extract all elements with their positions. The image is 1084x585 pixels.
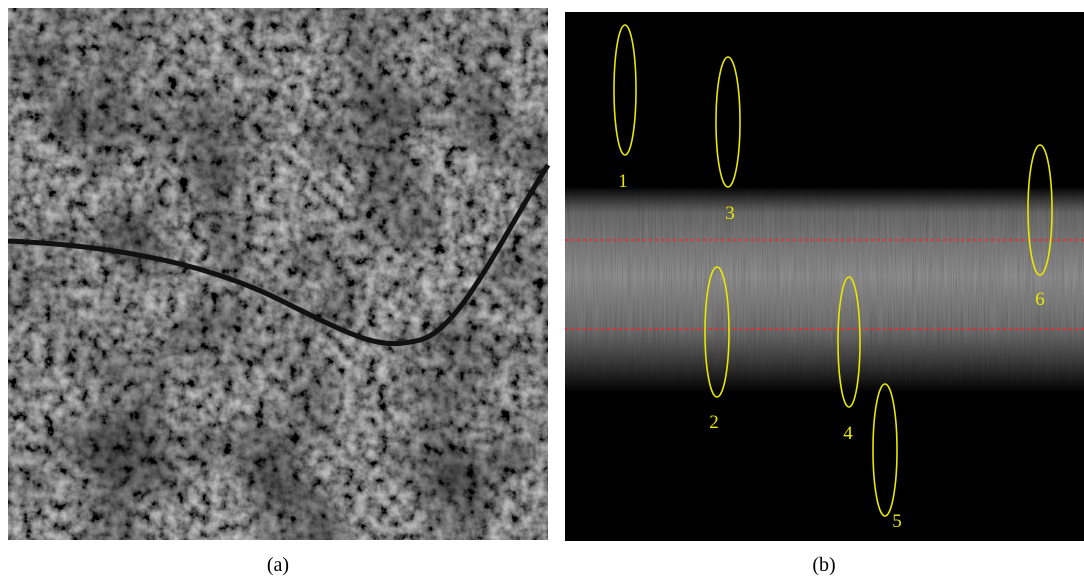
caption: (a) (267, 554, 289, 576)
marker-label: 2 (709, 412, 719, 433)
marker-label: 6 (1035, 289, 1045, 310)
marker-label: 4 (843, 423, 853, 444)
panel-a-image (8, 8, 548, 540)
marker-label: 1 (618, 171, 628, 192)
panel-b-image: 1 2 3 4 5 6 (565, 12, 1084, 541)
marker-label: 3 (725, 203, 735, 224)
caption: (b) (812, 554, 835, 576)
marker-label: 5 (892, 511, 902, 532)
figure: 1 2 3 4 5 6 (a) (b) (0, 0, 1084, 585)
